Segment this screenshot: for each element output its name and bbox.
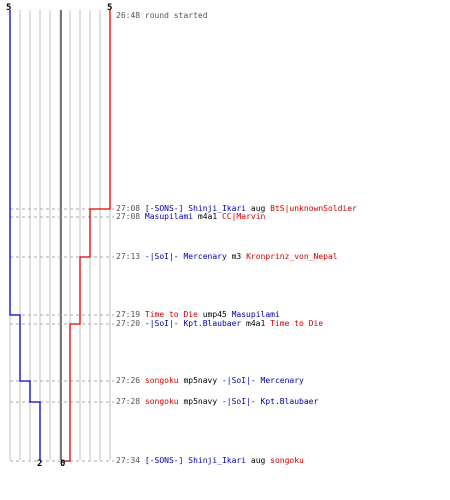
weapon-name: aug bbox=[246, 456, 271, 465]
player-name: -|SoI|- Mercenary bbox=[221, 376, 304, 385]
event-time: 27:13 bbox=[116, 252, 145, 261]
player-name: BtS|unknownSoldier bbox=[270, 204, 357, 213]
kill-feed-row: 27:26 songoku mp5navy -|SoI|- Mercenary bbox=[116, 376, 304, 385]
event-time: 27:08 bbox=[116, 204, 145, 213]
event-time: 27:34 bbox=[116, 456, 145, 465]
weapon-name: mp5navy bbox=[178, 397, 222, 406]
player-name: [-SONS-] Shinji_Ikari bbox=[144, 204, 247, 213]
weapon-name: aug bbox=[246, 204, 271, 213]
weapon-name: mp5navy bbox=[178, 376, 222, 385]
blue-end-count: 2 bbox=[37, 459, 43, 469]
red-start-count: 5 bbox=[107, 3, 113, 13]
kill-feed-row: 27:08 [-SONS-] Shinji_Ikari aug BtS|unkn… bbox=[116, 204, 357, 213]
player-name: songoku bbox=[144, 397, 179, 406]
red-end-count: 0 bbox=[60, 459, 66, 469]
kill-feed-row: 27:20 -|SoI|- Kpt.Blaubaer m4a1 Time to … bbox=[116, 319, 323, 328]
player-name: -|SoI|- Kpt.Blaubaer bbox=[221, 397, 319, 406]
event-time: 27:19 bbox=[116, 310, 145, 319]
event-time: 26:48 bbox=[116, 11, 145, 20]
kill-feed-row: 26:48 round started bbox=[116, 11, 208, 20]
player-name: [-SONS-] Shinji_Ikari bbox=[144, 456, 247, 465]
player-name: Time to Die bbox=[144, 310, 198, 319]
weapon-name: m4a1 bbox=[193, 212, 222, 221]
blue-team-line bbox=[9, 10, 41, 460]
event-time: 27:08 bbox=[116, 212, 145, 221]
player-name: CC|Marvin bbox=[221, 212, 266, 221]
player-name: Masupilami bbox=[144, 212, 194, 221]
player-name: songoku bbox=[144, 376, 179, 385]
player-name: -|SoI|- Kpt.Blaubaer bbox=[144, 319, 242, 328]
event-time: 27:20 bbox=[116, 319, 145, 328]
player-name: songoku bbox=[270, 456, 304, 465]
player-name: Time to Die bbox=[270, 319, 324, 328]
player-name: Kronprinz_von_Nepal bbox=[246, 252, 338, 261]
kill-feed-row: 27:13 -|SoI|- Mercenary m3 Kronprinz_von… bbox=[116, 252, 338, 261]
kill-feed-row: 27:19 Time to Die ump45 Masupilami bbox=[116, 310, 280, 319]
event-time: 27:28 bbox=[116, 397, 145, 406]
weapon-name: m3 bbox=[226, 252, 247, 261]
player-name: -|SoI|- Mercenary bbox=[144, 252, 227, 261]
weapon-name: m4a1 bbox=[241, 319, 271, 328]
weapon-name: ump45 bbox=[197, 310, 232, 319]
kill-feed-row: 27:28 songoku mp5navy -|SoI|- Kpt.Blauba… bbox=[116, 397, 318, 406]
event-time: 27:26 bbox=[116, 376, 145, 385]
event-text: round started bbox=[144, 11, 208, 20]
red-team-line bbox=[61, 10, 111, 462]
kill-feed-row: 27:34 [-SONS-] Shinji_Ikari aug songoku bbox=[116, 456, 304, 465]
kill-feed: 26:48 round started 27:08 [-SONS-] Shinji… bbox=[116, 0, 446, 500]
player-name: Masupilami bbox=[231, 310, 280, 319]
blue-start-count: 5 bbox=[6, 3, 12, 13]
kill-feed-row: 27:08 Masupilami m4a1 CC|Marvin bbox=[116, 212, 265, 221]
